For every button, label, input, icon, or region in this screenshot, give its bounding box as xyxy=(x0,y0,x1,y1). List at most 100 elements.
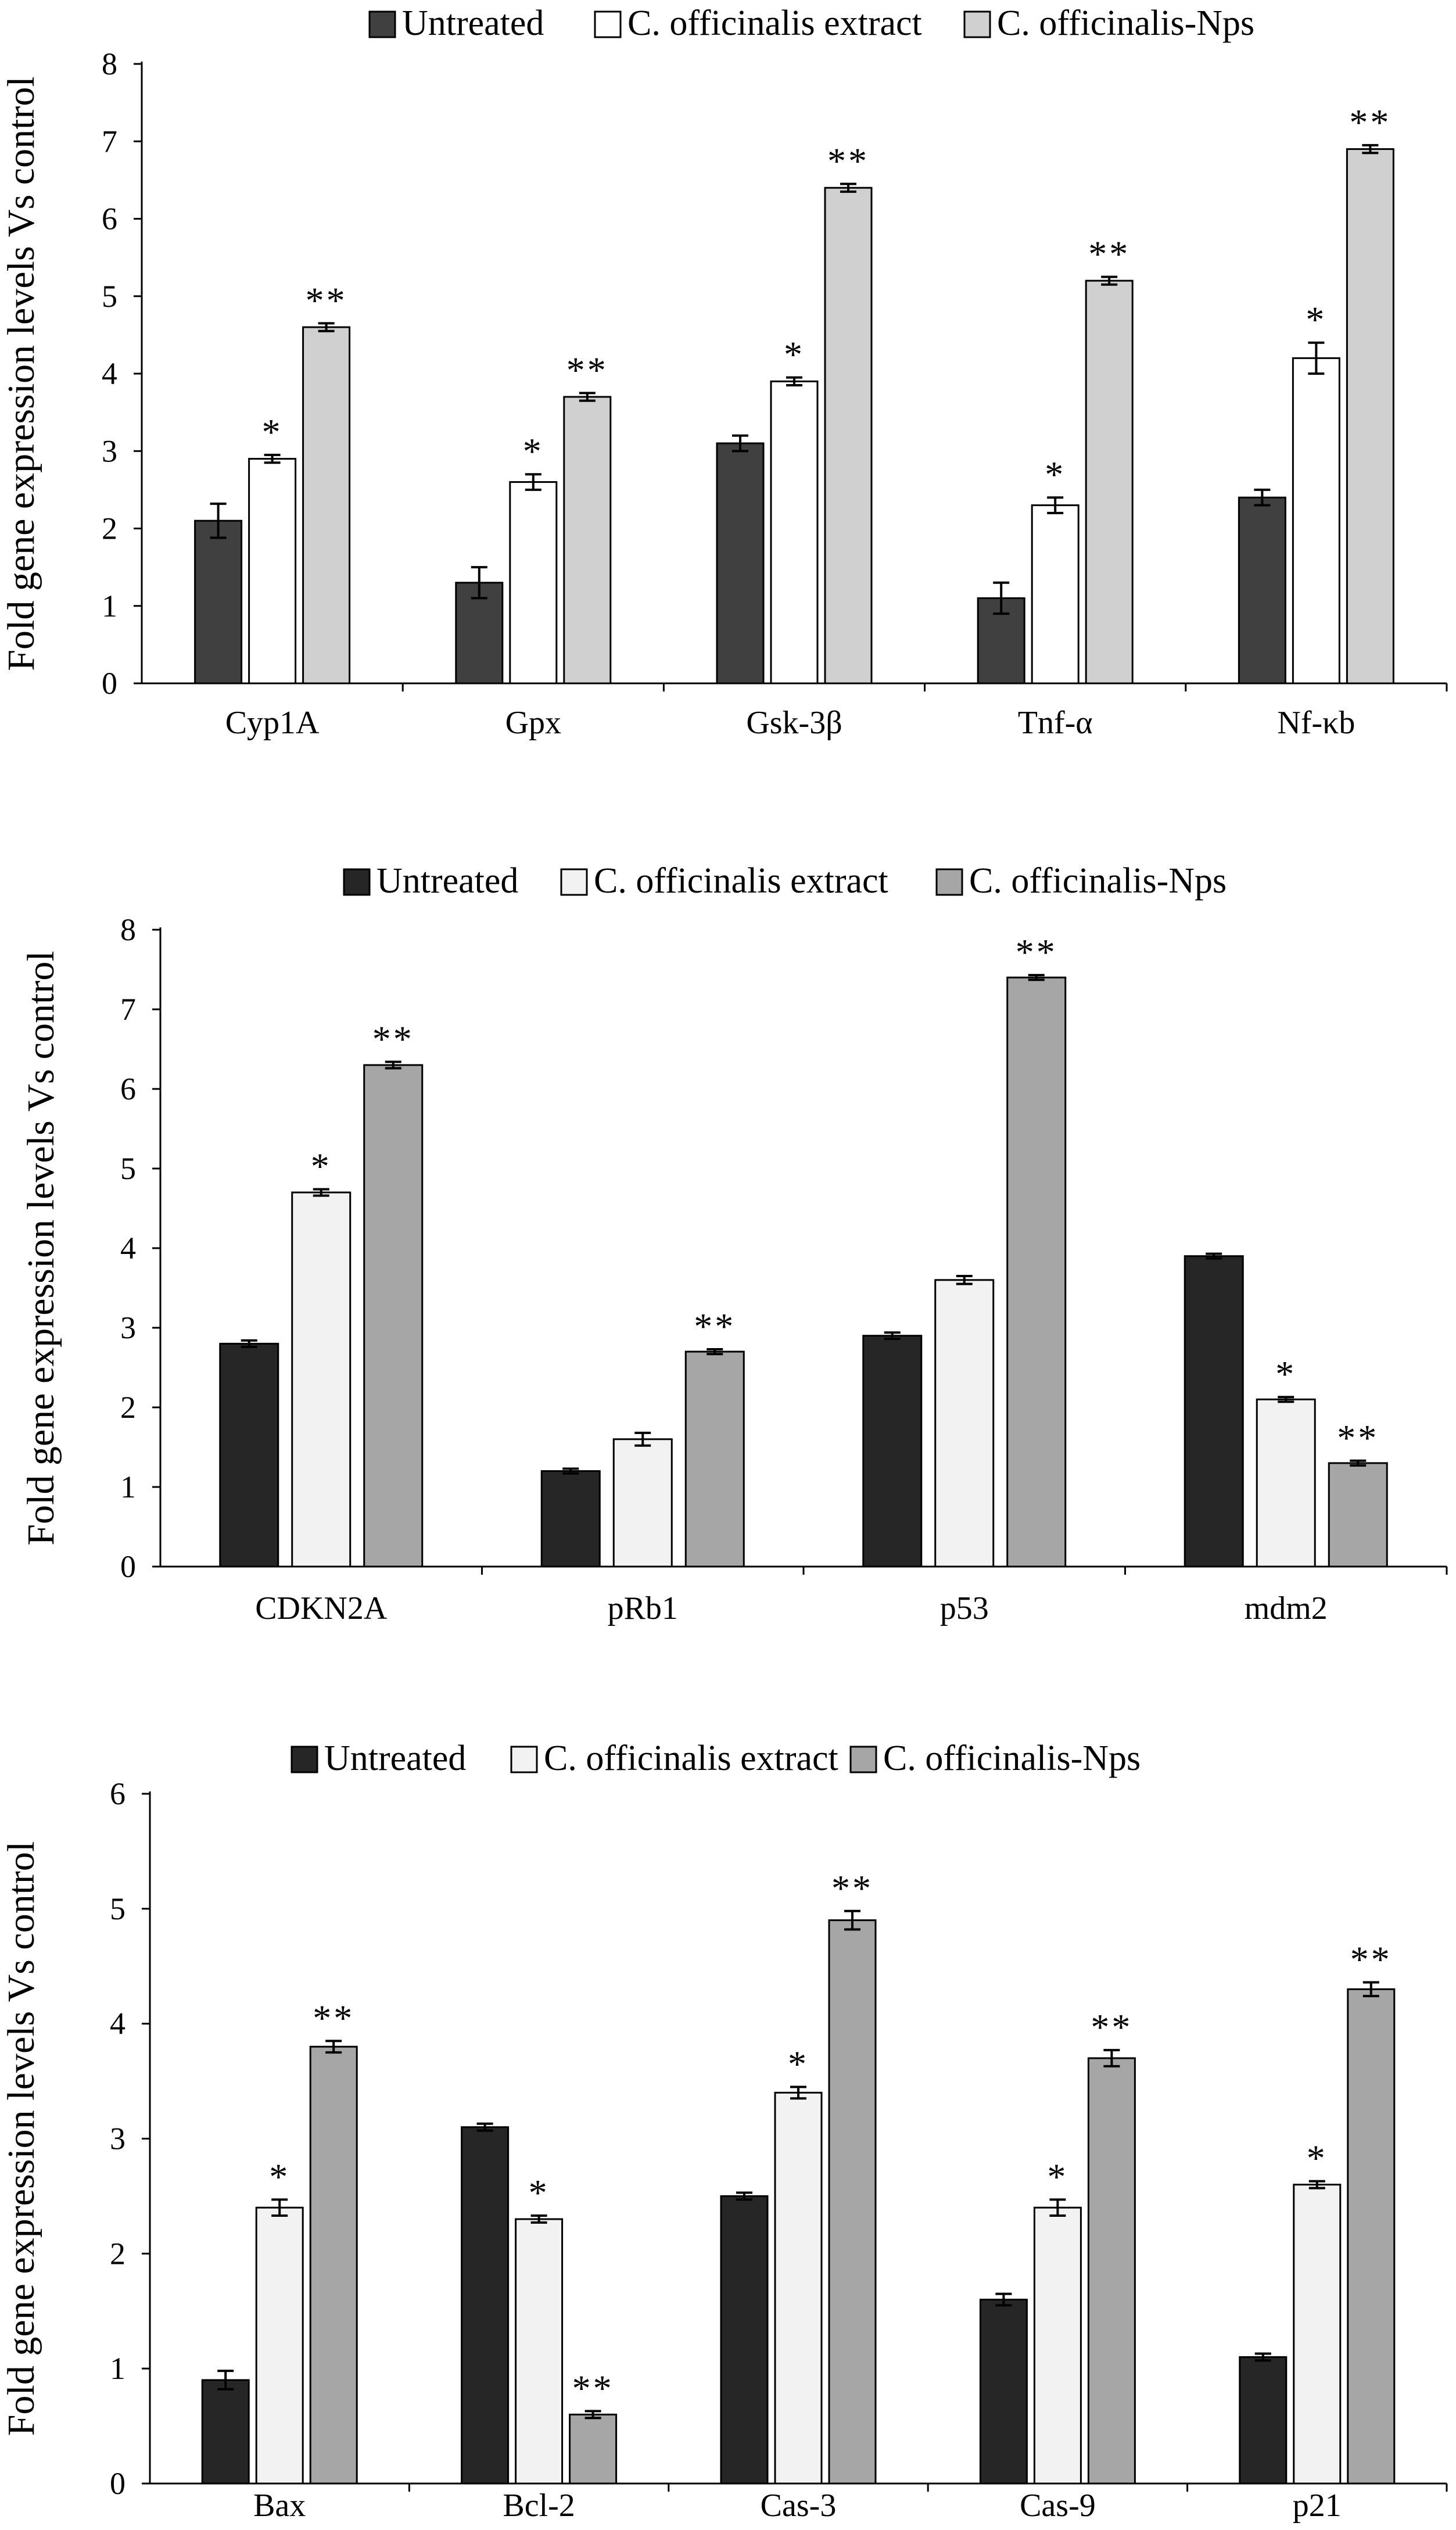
bar-Cyp1A-1 xyxy=(195,521,242,683)
legend-swatch-1 xyxy=(292,1747,317,1772)
legend-label-2: C. officinalis extract xyxy=(544,1739,838,1778)
significance-mark: ** xyxy=(1088,233,1130,274)
bar-Bcl-2-1 xyxy=(462,2127,508,2484)
bar-Bax-3 xyxy=(310,2047,357,2484)
bar-Bax-2 xyxy=(256,2208,303,2484)
x-category-label: p21 xyxy=(1293,2488,1342,2524)
x-category-label: Nf-κb xyxy=(1277,705,1355,741)
significance-mark: * xyxy=(1307,2138,1328,2179)
bar-pRb1-2 xyxy=(614,1439,672,1567)
legend-swatch-3 xyxy=(964,12,990,37)
legend-swatch-3 xyxy=(937,869,962,895)
y-tick-label: 0 xyxy=(110,2466,125,2501)
bar-CDKN2A-2 xyxy=(292,1192,350,1567)
y-tick-label: 2 xyxy=(110,2236,125,2271)
bar-Gpx-2 xyxy=(510,482,557,683)
y-tick-label: 5 xyxy=(110,1891,125,1926)
significance-mark: * xyxy=(262,411,283,453)
y-axis-label: Fold gene expression levels Vs control xyxy=(0,1841,42,2436)
x-category-label: Cas-9 xyxy=(1020,2488,1096,2524)
bar-Nf-κb-1 xyxy=(1239,497,1285,683)
chart-1: Untreated C. officinalis extract C. offici… xyxy=(0,3,1447,741)
y-tick-label: 0 xyxy=(120,1549,136,1584)
significance-mark: * xyxy=(784,334,805,375)
legend-swatch-3 xyxy=(851,1747,876,1772)
significance-mark: * xyxy=(311,1146,332,1187)
bar-pRb1-1 xyxy=(541,1471,600,1567)
significance-mark: ** xyxy=(572,2367,614,2409)
x-category-label: Tnf-α xyxy=(1018,705,1093,741)
x-category-label: Gsk-3β xyxy=(746,705,842,741)
bar-Nf-κb-2 xyxy=(1293,358,1339,683)
y-tick-label: 2 xyxy=(102,511,117,546)
significance-mark: ** xyxy=(566,349,608,390)
bar-Gsk-3β-3 xyxy=(825,188,872,683)
y-tick-label: 8 xyxy=(102,46,117,81)
bar-Cas-3-2 xyxy=(775,2092,822,2484)
y-tick-label: 3 xyxy=(120,1310,136,1345)
bar-mdm2-2 xyxy=(1257,1399,1315,1567)
significance-mark: ** xyxy=(827,141,869,182)
legend-label-1: Untreated xyxy=(402,3,544,43)
y-tick-label: 4 xyxy=(120,1231,136,1266)
bar-Bax-1 xyxy=(202,2380,249,2484)
bar-Cas-9-3 xyxy=(1088,2058,1135,2484)
x-category-label: Bax xyxy=(253,2488,306,2524)
y-tick-label: 3 xyxy=(110,2122,125,2156)
bar-p21-2 xyxy=(1294,2185,1340,2484)
bar-Gsk-3β-1 xyxy=(717,443,763,683)
figure: Untreated C. officinalis extract C. offici… xyxy=(0,0,1456,2530)
significance-mark: * xyxy=(523,431,544,472)
significance-mark: ** xyxy=(831,1868,873,1909)
bar-Cas-3-3 xyxy=(829,1920,876,2484)
y-tick-label: 1 xyxy=(102,589,117,623)
legend: Untreated C. officinalis extract C. offici… xyxy=(292,1739,1141,1778)
bar-p53-1 xyxy=(863,1336,921,1567)
bar-p53-3 xyxy=(1007,977,1066,1567)
y-axis-label: Fold gene expression levels Vs control xyxy=(20,951,62,1545)
significance-mark: ** xyxy=(372,1018,414,1059)
legend-swatch-1 xyxy=(370,12,395,37)
legend-label-1: Untreated xyxy=(376,861,518,901)
bar-Cas-9-1 xyxy=(980,2299,1027,2484)
y-tick-label: 1 xyxy=(120,1470,136,1504)
y-tick-label: 1 xyxy=(110,2351,125,2386)
bar-CDKN2A-3 xyxy=(364,1065,422,1567)
y-tick-label: 4 xyxy=(110,2006,125,2041)
bar-Tnf-α-2 xyxy=(1032,506,1078,683)
y-tick-label: 5 xyxy=(102,279,117,314)
legend-label-3: C. officinalis-Nps xyxy=(969,861,1227,901)
bar-Tnf-α-3 xyxy=(1086,281,1132,683)
y-tick-label: 4 xyxy=(102,356,117,391)
x-category-label: p53 xyxy=(940,1590,989,1626)
x-category-label: CDKN2A xyxy=(255,1590,388,1626)
significance-mark: * xyxy=(1045,454,1066,495)
bar-pRb1-3 xyxy=(686,1352,744,1567)
bar-Bcl-2-2 xyxy=(516,2219,562,2484)
bar-p21-3 xyxy=(1348,1989,1394,2484)
bar-Bcl-2-3 xyxy=(570,2414,616,2484)
y-tick-label: 5 xyxy=(120,1151,136,1186)
y-axis-label: Fold gene expression levels Vs control xyxy=(0,76,42,671)
chart-3: Untreated C. officinalis extract C. offici… xyxy=(0,1739,1447,2524)
legend: Untreated C. officinalis extract C. offici… xyxy=(370,3,1254,43)
significance-mark: * xyxy=(269,2156,290,2197)
chart-2: Untreated C. officinalis extract C. offici… xyxy=(20,861,1447,1626)
legend-swatch-2 xyxy=(511,1747,537,1772)
y-tick-label: 6 xyxy=(120,1072,136,1106)
y-tick-label: 6 xyxy=(110,1776,125,1811)
significance-mark: ** xyxy=(1337,1417,1379,1458)
legend: Untreated C. officinalis extract C. offici… xyxy=(344,861,1227,901)
bar-Nf-κb-3 xyxy=(1347,149,1393,683)
bar-Cyp1A-2 xyxy=(249,459,296,683)
significance-mark: ** xyxy=(306,279,347,321)
significance-mark: * xyxy=(1306,299,1326,341)
x-category-label: Gpx xyxy=(505,705,561,741)
bar-mdm2-1 xyxy=(1185,1256,1243,1567)
x-category-label: Cyp1A xyxy=(225,705,320,741)
significance-mark: ** xyxy=(1350,1938,1392,1980)
y-tick-label: 8 xyxy=(120,912,136,947)
significance-mark: * xyxy=(1047,2156,1068,2197)
significance-mark: ** xyxy=(1091,2006,1132,2048)
bar-Gpx-3 xyxy=(564,397,611,683)
